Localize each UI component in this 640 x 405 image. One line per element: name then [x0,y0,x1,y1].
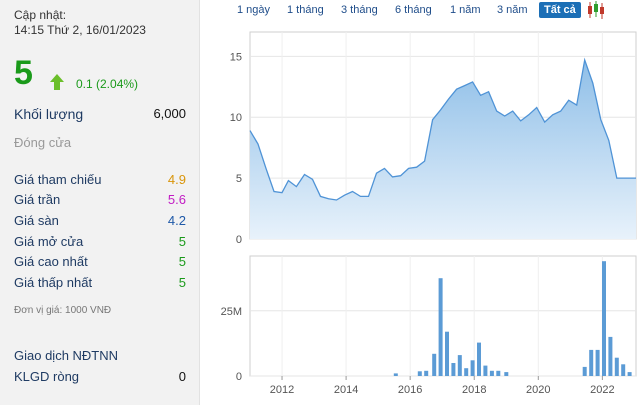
price-y-tick: 15 [230,51,242,63]
x-tick-label: 2014 [334,384,358,396]
volume-bar [504,372,509,376]
net-volume-label: KLGD ròng [14,369,80,384]
price-row-floor: Giá sàn 4.2 [14,213,186,228]
range-tab-3y[interactable]: 3 năm [497,4,528,16]
x-tick-label: 2020 [526,384,550,396]
volume-bar [483,365,488,376]
volume-bar [424,370,429,376]
price-row-label: Giá mở cửa [14,234,84,249]
x-tick-label: 2018 [462,384,486,396]
price-change: 0.1 (2.04%) [76,77,139,91]
price-row-value: 4.2 [167,213,186,228]
volume-bar [477,342,481,376]
unit-note: Đơn vị giá: 1000 VNĐ [14,305,112,316]
volume-bar [614,357,619,376]
price-row-value: 5 [178,275,186,290]
price-y-tick: 10 [230,112,242,124]
volume-bar [608,336,613,376]
volume-bar [582,366,587,376]
volume-bar [445,331,449,376]
price-row-label: Giá tham chiếu [14,172,102,187]
range-tab-all[interactable]: Tất cả [539,2,581,18]
price-chart: 0 5 10 15 [230,31,637,246]
volume-bar [451,363,456,376]
price-row-label: Giá thấp nhất [14,275,93,290]
price-row-open: Giá mở cửa 5 [14,234,186,249]
close-label: Đóng cửa [14,135,72,150]
volume-bar [621,364,626,376]
volume-bar [457,355,462,376]
volume-bar [489,370,494,376]
volume-bar [595,349,600,376]
price-row-value: 5.6 [167,192,186,207]
candlestick-icon[interactable] [586,1,606,19]
volume-plot-frame [249,255,637,377]
update-label: Cập nhật: [14,8,67,22]
range-tab-1d[interactable]: 1 ngày [237,4,271,16]
x-tick-label: 2012 [270,384,294,396]
price-row-label: Giá sàn [14,213,59,228]
price-row-value: 5 [178,234,186,249]
update-time: 14:15 Thứ 2, 16/01/2023 [14,23,146,37]
price-row-low: Giá thấp nhất 5 [14,275,186,290]
price-row-value: 4.9 [167,172,186,187]
price-line [249,57,636,201]
volume-bar [464,368,469,376]
up-arrow-icon [50,74,64,90]
volume-bar [602,261,606,376]
x-tick-label: 2016 [398,384,422,396]
price-row-label: Giá trần [14,192,61,207]
range-tab-3m[interactable]: 3 tháng [341,4,378,16]
volume-bar [432,353,437,376]
range-tab-1m[interactable]: 1 tháng [287,4,324,16]
net-volume-value: 0 [178,369,186,384]
current-price: 5 [14,54,33,92]
price-row-value: 5 [178,254,186,269]
range-tab-6m[interactable]: 6 tháng [395,4,432,16]
price-y-tick: 5 [236,173,242,185]
volume-row: Khối lượng 6,000 [14,106,186,122]
quote-panel: Cập nhật: 14:15 Thứ 2, 16/01/2023 5 0.1 … [0,0,200,405]
price-row-ceiling: Giá trần 5.6 [14,192,186,207]
range-tab-1y[interactable]: 1 năm [450,4,481,16]
price-row-high: Giá cao nhất 5 [14,254,186,269]
x-tick-label: 2022 [590,384,614,396]
volume-y-tick: 0 [236,371,242,383]
volume-chart: 0 25M 2012 2014 2016 2018 2020 2022 [221,255,637,396]
volume-bar [438,278,443,376]
volume-bar [470,360,475,376]
price-area [250,60,636,239]
volume-bar [496,370,501,376]
volume-bar [417,371,422,376]
foreign-trade-label: Giao dịch NĐTNN [14,348,119,363]
price-row-reference: Giá tham chiếu 4.9 [14,172,186,187]
volume-bar [627,372,632,376]
net-volume-row: KLGD ròng 0 [14,369,186,384]
volume-y-tick: 25M [221,306,242,318]
volume-bar [393,373,398,376]
price-y-tick: 0 [236,234,242,246]
price-row-label: Giá cao nhất [14,254,88,269]
volume-label: Khối lượng [14,106,84,122]
volume-bar [589,349,594,376]
volume-value: 6,000 [153,106,186,121]
